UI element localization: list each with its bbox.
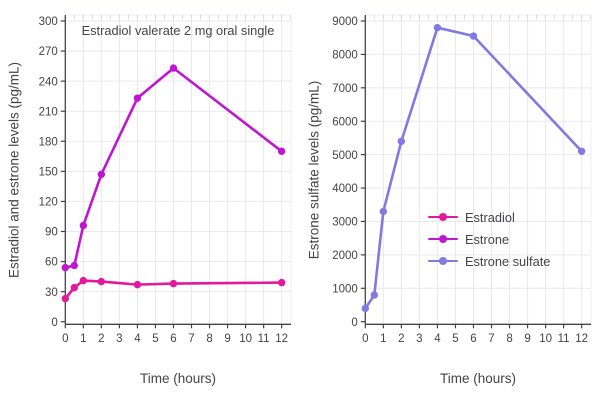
y-tick-label: 30 (45, 287, 58, 299)
estrone-point[interactable] (133, 94, 142, 102)
y-tick-label: 2000 (332, 250, 358, 262)
right-x-axis-title: Time (hours) (439, 371, 516, 386)
estrone-sulfate-point[interactable] (577, 147, 586, 156)
x-tick-label: 4 (134, 333, 141, 345)
y-tick-label: 6000 (332, 116, 358, 128)
x-tick-label: 12 (275, 333, 288, 345)
y-tick-label: 7000 (332, 83, 358, 95)
x-tick-label: 5 (452, 333, 458, 345)
y-tick-label: 4000 (332, 183, 358, 195)
y-tick-label: 150 (39, 166, 58, 178)
y-tick-label: 0 (351, 317, 357, 329)
x-tick-label: 11 (258, 333, 270, 345)
x-tick-label: 4 (434, 333, 441, 345)
x-tick-label: 10 (239, 333, 252, 345)
y-tick-label: 210 (39, 106, 58, 118)
estradiol-point[interactable] (133, 280, 142, 289)
estrone-point[interactable] (97, 170, 106, 179)
x-tick-label: 0 (62, 333, 68, 345)
estradiol-point[interactable] (70, 283, 79, 292)
y-tick-label: 60 (45, 257, 58, 269)
x-tick-label: 2 (98, 333, 104, 345)
y-tick-label: 240 (39, 76, 58, 88)
x-tick-label: 7 (188, 333, 194, 345)
legend: Estradiol Estrone Estrone sulfate (428, 206, 550, 272)
x-tick-label: 8 (206, 333, 212, 345)
x-tick-label: 10 (539, 333, 552, 345)
estrone-sulfate-swatch-icon (428, 256, 458, 266)
x-tick-label: 5 (152, 333, 158, 345)
x-tick-label: 9 (524, 333, 530, 345)
estrone-point[interactable] (61, 263, 69, 272)
y-tick-label: 1000 (332, 283, 358, 295)
y-tick-label: 9000 (332, 16, 358, 28)
legend-item-estrone-sulfate[interactable]: Estrone sulfate (428, 250, 550, 272)
estrone-point[interactable] (277, 147, 286, 156)
estrone-sulfate-point[interactable] (370, 291, 379, 299)
estradiol-point[interactable] (61, 294, 69, 303)
legend-item-estrone[interactable]: Estrone (428, 228, 550, 250)
estrone-sulfate-point[interactable] (379, 207, 388, 216)
y-tick-label: 120 (39, 197, 58, 209)
x-tick-label: 12 (575, 333, 588, 345)
x-tick-label: 0 (362, 333, 368, 345)
left-x-axis-title: Time (hours) (139, 371, 216, 386)
legend-label: Estrone sulfate (465, 253, 551, 269)
y-tick-label: 8000 (332, 50, 358, 62)
x-tick-label: 1 (80, 333, 86, 345)
y-tick-label: 3000 (332, 217, 358, 229)
chart-title: Estradiol valerate 2 mg oral single (81, 23, 275, 38)
x-tick-label: 1 (380, 333, 386, 345)
x-tick-label: 3 (416, 333, 422, 345)
estrone-point[interactable] (169, 64, 178, 72)
legend-label: Estradiol (465, 209, 515, 225)
estradiol-point[interactable] (169, 279, 178, 288)
estrone-sulfate-point[interactable] (397, 137, 406, 145)
legend-item-estradiol[interactable]: Estradiol (428, 206, 550, 228)
estrone-sulfate-point[interactable] (433, 23, 442, 32)
x-tick-label: 11 (558, 333, 570, 345)
estradiol-swatch-icon (428, 212, 458, 222)
estradiol-point[interactable] (97, 277, 106, 286)
estrone-point[interactable] (70, 261, 79, 270)
estradiol-point[interactable] (277, 278, 286, 287)
y-tick-label: 5000 (332, 150, 358, 162)
x-tick-label: 7 (488, 333, 494, 345)
y-tick-label: 300 (39, 16, 58, 28)
estrone-sulfate-point[interactable] (469, 32, 478, 40)
x-tick-label: 6 (470, 333, 476, 345)
x-tick-label: 6 (170, 333, 176, 345)
y-tick-label: 270 (39, 46, 58, 58)
x-tick-label: 3 (116, 333, 122, 345)
estradiol-point[interactable] (79, 276, 88, 285)
estrone-swatch-icon (428, 234, 458, 244)
left-y-axis-title: Estradiol and estrone levels (pg/mL) (6, 61, 22, 279)
y-tick-label: 90 (45, 227, 58, 239)
x-tick-label: 8 (506, 333, 512, 345)
x-tick-label: 9 (224, 333, 230, 345)
legend-label: Estrone (465, 231, 510, 247)
y-tick-label: 180 (39, 136, 58, 148)
x-tick-label: 2 (398, 333, 404, 345)
estrone-sulfate-point[interactable] (361, 304, 369, 313)
right-y-axis-title: Estrone sulfate levels (pg/mL) (306, 80, 322, 260)
estrone-point[interactable] (79, 221, 88, 230)
y-tick-label: 0 (51, 317, 57, 329)
